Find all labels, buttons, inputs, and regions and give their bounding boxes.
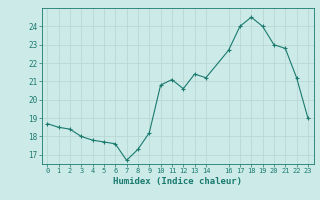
X-axis label: Humidex (Indice chaleur): Humidex (Indice chaleur) bbox=[113, 177, 242, 186]
